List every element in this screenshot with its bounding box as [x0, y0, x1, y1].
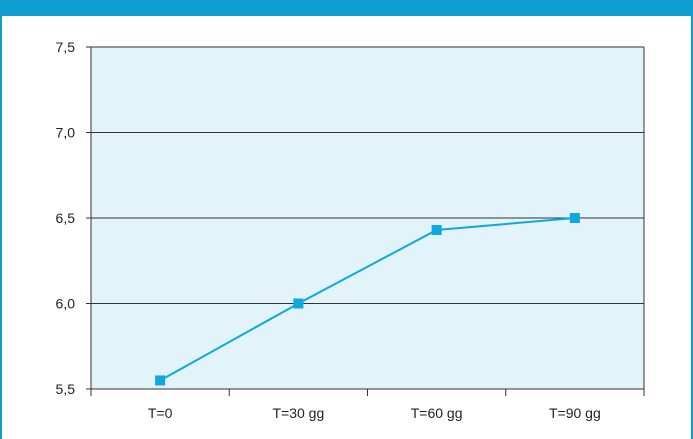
- y-tick-label: 6,0: [56, 296, 76, 312]
- data-point: [569, 213, 580, 223]
- x-tick-label: T=30 gg: [272, 405, 324, 421]
- y-tick-label: 6,5: [56, 210, 76, 226]
- x-tick-labels: T=0 T=30 gg T=60 gg T=90 gg: [148, 405, 601, 421]
- series-line: [159, 217, 575, 382]
- x-tick-label: T=60 gg: [411, 405, 463, 421]
- x-tick-label: T=90 gg: [549, 405, 601, 421]
- y-tick-label: 7,5: [56, 39, 76, 55]
- header-bar: [2, 0, 693, 16]
- y-tick-labels: 5,5 6,0 6,5 7,0 7,5: [56, 39, 76, 397]
- y-tick-label: 7,0: [56, 125, 76, 141]
- x-tick-label: T=0: [148, 405, 173, 421]
- series: [155, 213, 580, 386]
- data-point: [155, 375, 166, 386]
- data-point: [293, 298, 304, 309]
- data-point: [431, 224, 442, 235]
- y-tick-label: 5,5: [56, 381, 76, 397]
- axes: [90, 47, 645, 396]
